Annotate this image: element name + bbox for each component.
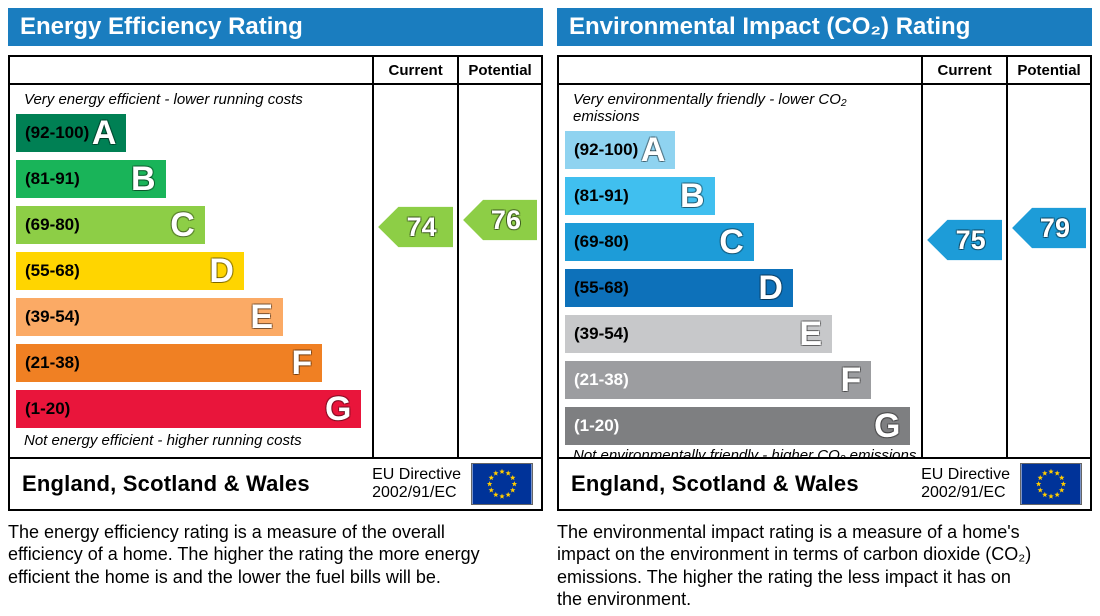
- band-d: (55-68) D: [565, 269, 793, 307]
- band-g-letter: G: [874, 407, 901, 445]
- band-e: (39-54) E: [16, 298, 284, 336]
- potential-rating-arrow: 79: [1012, 207, 1086, 249]
- potential-column-header: Potential: [1006, 57, 1090, 83]
- band-f-letter: F: [840, 361, 862, 399]
- band-c: (69-80) C: [16, 206, 205, 244]
- band-b-range: (81-91): [574, 186, 629, 205]
- band-f-range: (21-38): [25, 353, 80, 372]
- band-f: (21-38) F: [565, 361, 872, 399]
- bands-chart: Very environmentally friendly - lower CO…: [559, 85, 921, 464]
- band-e-range: (39-54): [25, 307, 80, 326]
- band-d-range: (55-68): [574, 278, 629, 297]
- band-b-letter: B: [680, 177, 705, 215]
- band-c-letter: C: [719, 223, 744, 261]
- band-g-letter: G: [325, 390, 352, 428]
- current-column: 74: [372, 85, 457, 457]
- band-g-range: (1-20): [25, 399, 71, 418]
- potential-column: 76: [457, 85, 541, 457]
- band-c-range: (69-80): [574, 232, 629, 251]
- environmental-impact-title: Environmental Impact (CO₂) Rating: [557, 8, 1092, 46]
- current-rating-arrow: 75: [927, 219, 1003, 261]
- band-g: (1-20) G: [565, 407, 911, 445]
- potential-rating-value: 76: [490, 204, 521, 235]
- head-spacer: [10, 57, 372, 83]
- environmental-description: The environmental impact rating is a mea…: [557, 522, 1032, 609]
- table-head: Current Potential: [10, 57, 541, 85]
- table-footer: England, Scotland & Wales EU Directive 2…: [557, 457, 1092, 511]
- band-d-range: (55-68): [25, 261, 80, 280]
- head-spacer: [559, 57, 921, 83]
- band-b: (81-91) B: [16, 160, 166, 198]
- potential-column-header: Potential: [457, 57, 541, 83]
- bands-wrap: (92-100) A (81-91) B (69-80) C (55-68): [565, 131, 921, 445]
- band-g-range: (1-20): [574, 416, 620, 435]
- energy-description: The energy efficiency rating is a measur…: [8, 522, 480, 587]
- band-g: (1-20) G: [16, 390, 362, 428]
- current-rating-value: 75: [955, 224, 986, 255]
- table-head: Current Potential: [559, 57, 1090, 85]
- region-label: England, Scotland & Wales: [571, 471, 859, 496]
- current-column: 75: [921, 85, 1006, 457]
- potential-column: 79: [1006, 85, 1090, 457]
- energy-efficiency-panel: Energy Efficiency Rating Current Potenti…: [8, 8, 543, 610]
- eu-directive-line1: EU Directive: [921, 465, 1010, 483]
- top-note: Very environmentally friendly - lower CO…: [573, 91, 847, 125]
- band-c-letter: C: [170, 206, 195, 244]
- band-d: (55-68) D: [16, 252, 244, 290]
- band-d-letter: D: [209, 252, 234, 290]
- band-f: (21-38) F: [16, 344, 323, 382]
- current-rating-arrow: 74: [378, 206, 454, 248]
- current-rating-value: 74: [406, 211, 437, 242]
- band-f-letter: F: [291, 344, 313, 382]
- band-a-range: (92-100): [25, 123, 90, 142]
- band-c-range: (69-80): [25, 215, 80, 234]
- band-b-range: (81-91): [25, 169, 80, 188]
- co2-rating-table: Current Potential Very environmentally f…: [557, 55, 1092, 464]
- region-label: England, Scotland & Wales: [22, 471, 310, 496]
- band-e-letter: E: [250, 298, 274, 336]
- potential-rating-value: 79: [1039, 212, 1070, 243]
- band-e-letter: E: [799, 315, 823, 353]
- environmental-impact-panel: Environmental Impact (CO₂) Rating Curren…: [557, 8, 1092, 610]
- table-body: Very energy efficient - lower running co…: [10, 85, 541, 457]
- band-c: (69-80) C: [565, 223, 754, 261]
- band-a-letter: A: [91, 114, 117, 152]
- band-a: (92-100) A: [565, 131, 676, 169]
- band-b-letter: B: [131, 160, 156, 198]
- band-e-range: (39-54): [574, 324, 629, 343]
- band-f-range: (21-38): [574, 370, 629, 389]
- bottom-note: Not energy efficient - higher running co…: [24, 432, 302, 449]
- eu-directive-label: EU Directive 2002/91/EC: [372, 466, 461, 503]
- band-a: (92-100) A: [16, 114, 127, 152]
- band-a-letter: A: [640, 131, 666, 169]
- table-footer: England, Scotland & Wales EU Directive 2…: [8, 457, 543, 511]
- band-b: (81-91) B: [565, 177, 715, 215]
- eu-flag-icon: [471, 463, 533, 505]
- energy-rating-table: Current Potential Very energy efficient …: [8, 55, 543, 459]
- current-column-header: Current: [921, 57, 1006, 83]
- top-note: Very energy efficient - lower running co…: [24, 91, 303, 108]
- current-column-header: Current: [372, 57, 457, 83]
- eu-directive-line1: EU Directive: [372, 465, 461, 483]
- potential-rating-arrow: 76: [463, 199, 537, 241]
- band-e: (39-54) E: [565, 315, 833, 353]
- bands-wrap: (92-100) A (81-91) B (69-80) C (55-68): [16, 114, 372, 428]
- eu-flag-icon: [1020, 463, 1082, 505]
- bands-chart: Very energy efficient - lower running co…: [10, 85, 372, 457]
- band-a-range: (92-100): [574, 140, 639, 159]
- eu-directive-label: EU Directive 2002/91/EC: [921, 466, 1010, 503]
- eu-directive-line2: 2002/91/EC: [372, 484, 457, 501]
- table-body: Very environmentally friendly - lower CO…: [559, 85, 1090, 464]
- energy-efficiency-title: Energy Efficiency Rating: [8, 8, 543, 46]
- band-d-letter: D: [758, 269, 783, 307]
- eu-directive-line2: 2002/91/EC: [921, 484, 1006, 501]
